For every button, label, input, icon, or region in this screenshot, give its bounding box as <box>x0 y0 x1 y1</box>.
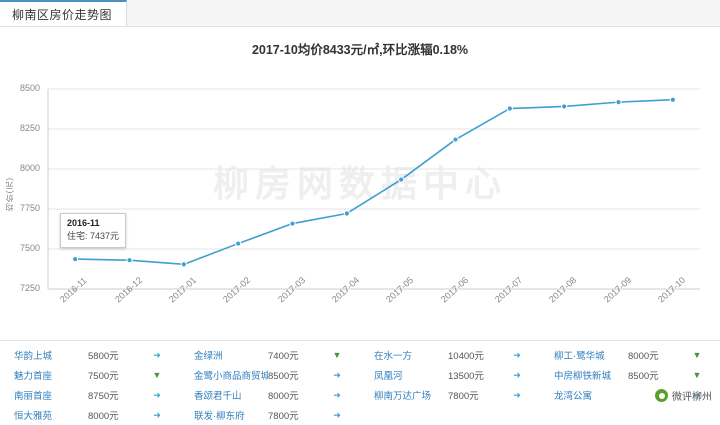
listing-price: 8500元 <box>628 371 659 382</box>
listing-trend-arrow-icon: ➜ <box>333 389 341 400</box>
listing-price: 7400元 <box>268 351 299 362</box>
listing-trend-arrow-icon: ➜ <box>153 389 161 400</box>
listing-cell[interactable]: 在水一方 10400元 ➜ <box>360 348 540 363</box>
listing-trend-arrow-icon: ▼ <box>152 370 162 380</box>
listing-cell[interactable]: 金绿洲 7400元 ▼ <box>180 348 360 362</box>
listing-price: 8000元 <box>88 411 119 422</box>
window-header-bar: 柳南区房价走势图 <box>0 0 720 27</box>
listing-community-name[interactable]: 恒大雅苑 <box>14 411 53 422</box>
listing-price: 7500元 <box>88 371 119 382</box>
tab-label: 柳南区房价走势图 <box>12 7 113 22</box>
listing-trend-arrow-icon: ➜ <box>693 389 701 400</box>
tooltip-colon: : <box>85 231 91 242</box>
listing-cell[interactable]: 魅力首座 7500元 ▼ <box>0 368 180 382</box>
listing-community-name[interactable]: 龙湾公寓 <box>554 391 593 402</box>
tab-liunan-price-trend[interactable]: 柳南区房价走势图 <box>0 0 128 26</box>
listing-cell[interactable]: 柳南万达广场 7800元 ➜ <box>360 388 540 403</box>
listing-trend-arrow-icon: ➜ <box>513 389 521 400</box>
listing-community-name[interactable]: 金鹭小商品商贸城 <box>194 371 268 382</box>
listing-community-name[interactable]: 凤凰河 <box>374 371 403 382</box>
listing-community-name[interactable]: 联发·柳东府 <box>194 411 245 422</box>
y-tick-label: 8000 <box>19 163 40 173</box>
tooltip-value: 住宅: 7437元 <box>67 230 119 243</box>
footer-label: 微评柳州 <box>672 392 712 403</box>
chart-canvas <box>47 88 700 293</box>
listing-trend-arrow-icon: ➜ <box>153 409 161 420</box>
listing-cell[interactable]: 香颂君千山 8000元 ➜ <box>180 388 360 403</box>
datapoint-tooltip: 2016-11 住宅: 7437元 <box>60 213 127 249</box>
tooltip-title: 2016-11 <box>67 218 100 228</box>
listing-community-name[interactable]: 香颂君千山 <box>194 391 242 402</box>
listing-cell[interactable]: 龙湾公寓 ➜ <box>540 388 720 403</box>
header-empty-area <box>127 0 720 26</box>
listing-row: 魅力首座 7500元 ▼ 金鹭小商品商贸城 8500元 ➜ 凤凰河 13500元 ➜ 中房柳铁新城… <box>0 365 720 385</box>
y-tick-label: 8500 <box>19 83 40 93</box>
listing-price: 8000元 <box>268 391 299 402</box>
listing-cell[interactable]: 恒大雅苑 8000元 ➜ <box>0 408 180 423</box>
listing-trend-arrow-icon: ➜ <box>513 369 521 380</box>
listing-trend-arrow-icon: ➜ <box>513 349 521 360</box>
listing-cell[interactable]: 南丽首座 8750元 ➜ <box>0 388 180 403</box>
listing-cell[interactable]: 柳工·鹭华城 8000元 ▼ <box>540 348 720 362</box>
brand-logo-icon <box>655 389 668 402</box>
listing-community-name[interactable]: 华韵上城 <box>14 351 53 362</box>
listing-row: 南丽首座 8750元 ➜ 香颂君千山 8000元 ➜ 柳南万达广场 7800元 ➜ 龙湾公寓 ➜ <box>0 385 720 405</box>
community-price-list: 华韵上城 5800元 ➜ 金绿洲 7400元 ▼ 在水一方 10400元 ➜ 柳工·鹭华城 8000… <box>0 340 720 422</box>
listing-cell[interactable]: 中房柳铁新城 8500元 ▼ <box>540 368 720 382</box>
listing-cell[interactable]: 华韵上城 5800元 ➜ <box>0 348 180 363</box>
listing-trend-arrow-icon: ➜ <box>333 369 341 380</box>
listing-trend-arrow-icon: ▼ <box>332 350 342 360</box>
y-tick-label: 7500 <box>19 243 40 253</box>
listing-community-name[interactable]: 中房柳铁新城 <box>554 371 612 382</box>
listing-price: 8750元 <box>88 391 119 402</box>
chart-title: 2017-10均价8433元/㎡,环比涨辐0.18% <box>251 43 469 57</box>
listing-price: 8500元 <box>268 371 299 382</box>
listing-community-name[interactable]: 南丽首座 <box>14 391 53 402</box>
footer-brand: 微评柳州 <box>655 388 712 403</box>
listing-price: 13500元 <box>448 371 484 382</box>
listing-community-name[interactable]: 柳南万达广场 <box>374 391 432 402</box>
listing-trend-arrow-icon: ▼ <box>692 350 702 360</box>
listing-trend-arrow-icon: ➜ <box>153 349 161 360</box>
listing-row: 恒大雅苑 8000元 ➜ 联发·柳东府 7800元 ➜ <box>0 405 720 425</box>
listing-community-name[interactable]: 魅力首座 <box>14 371 53 382</box>
listing-cell[interactable]: 联发·柳东府 7800元 ➜ <box>180 408 360 423</box>
listing-trend-arrow-icon: ▼ <box>692 370 702 380</box>
listing-cell[interactable]: 凤凰河 13500元 ➜ <box>360 368 540 383</box>
listing-price: 7800元 <box>268 411 299 422</box>
listing-trend-arrow-icon: ➜ <box>333 409 341 420</box>
y-tick-label: 8250 <box>19 123 40 133</box>
y-tick-label: 7250 <box>19 283 40 293</box>
listing-price: 5800元 <box>88 351 119 362</box>
tooltip-series-name: 住宅 <box>67 231 86 242</box>
listing-cell[interactable]: 金鹭小商品商贸城 8500元 ➜ <box>180 368 360 383</box>
listing-price: 7800元 <box>448 391 479 402</box>
listing-community-name[interactable]: 在水一方 <box>374 351 413 362</box>
listing-row: 华韵上城 5800元 ➜ 金绿洲 7400元 ▼ 在水一方 10400元 ➜ 柳工·鹭华城 8000… <box>0 345 720 365</box>
price-trend-chart: 2017-10均价8433元/㎡,环比涨辐0.18% 柳房网数据中心 均价(元)… <box>0 27 720 340</box>
listing-community-name[interactable]: 柳工·鹭华城 <box>554 351 605 362</box>
listing-price: 10400元 <box>448 351 484 362</box>
y-tick-label: 7750 <box>19 203 40 213</box>
tooltip-value-text: 7437元 <box>90 231 120 242</box>
listing-price: 8000元 <box>628 351 659 362</box>
listing-community-name[interactable]: 金绿洲 <box>194 351 223 362</box>
